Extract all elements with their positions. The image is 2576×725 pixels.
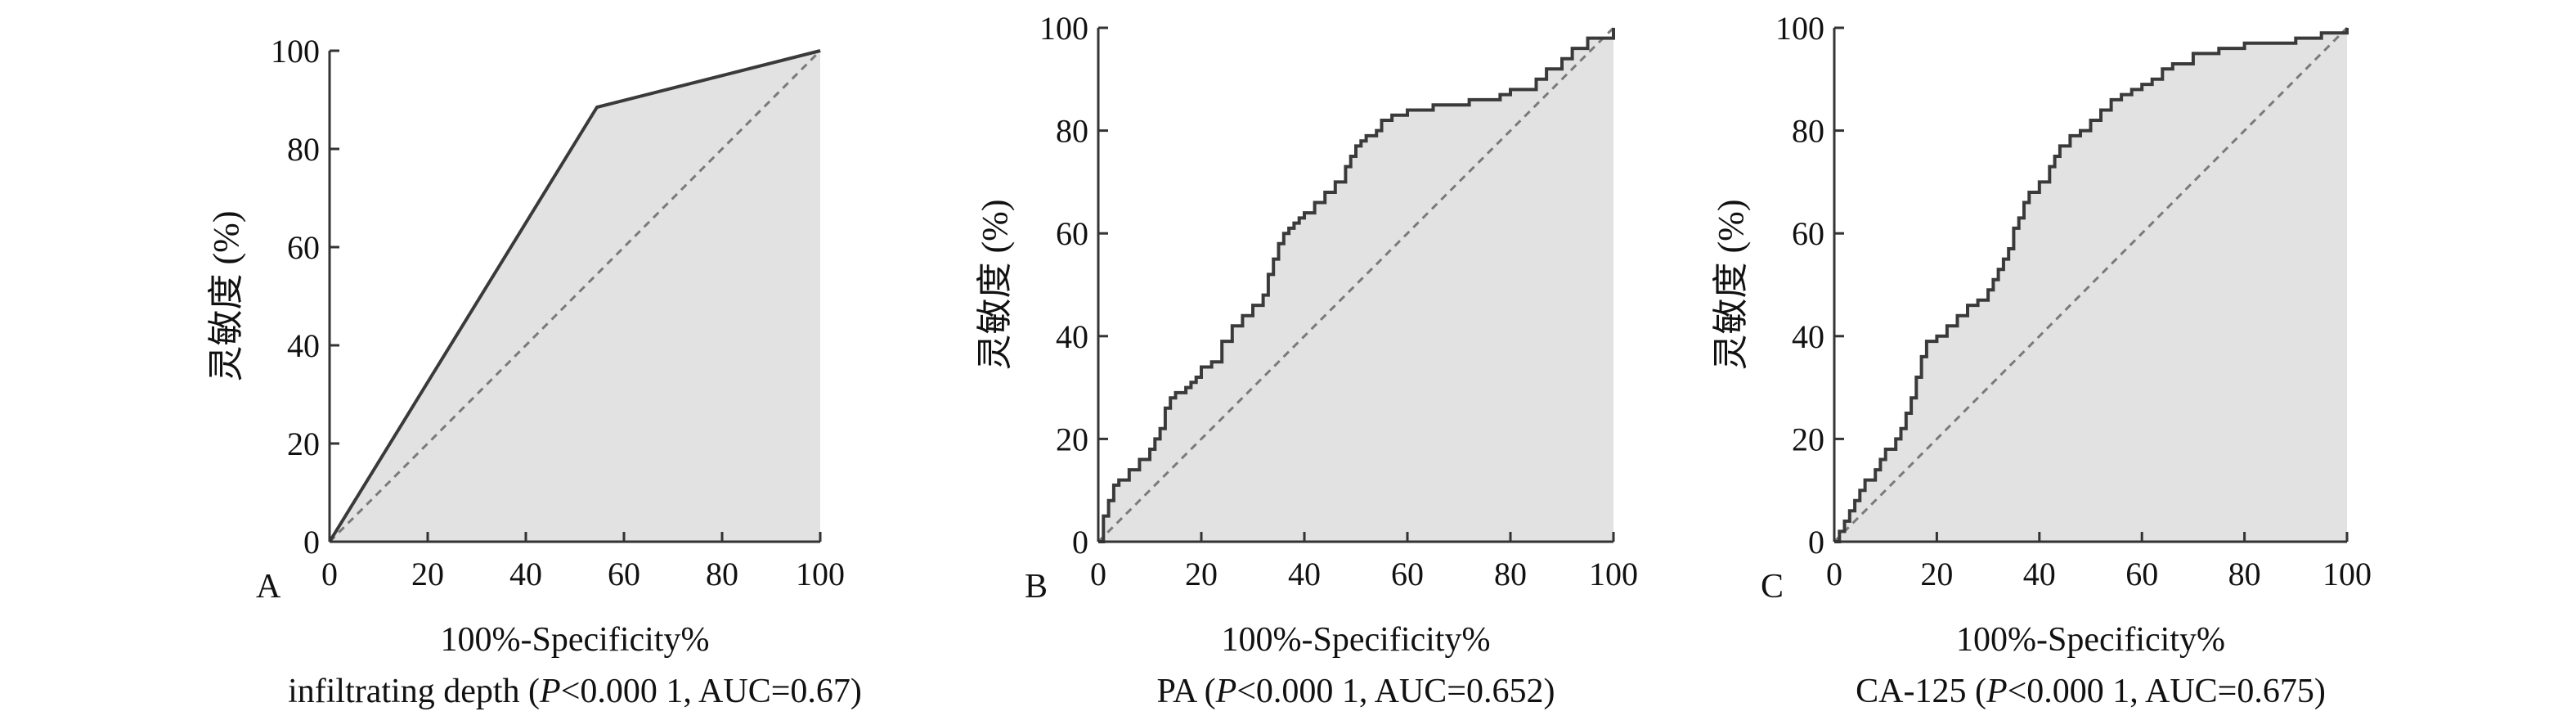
- reference-diagonal: [1097, 26, 1615, 543]
- auc-area: [1834, 28, 2347, 542]
- roc-panel-a: 0 20 40 60 80 100 0 20 40 60 80 100 A 灵敏度 (%) 100%-Spe…: [206, 33, 862, 710]
- x-tick-label: 0: [1090, 556, 1106, 592]
- x-axis-title: 100%-Specificity%: [1956, 621, 2225, 659]
- y-tick-label: 80: [1792, 113, 1824, 150]
- x-tick-label: 80: [2228, 556, 2261, 592]
- panel-caption: PA (P<0.000 1, AUC=0.652): [1157, 673, 1555, 710]
- x-tick-label: 60: [1391, 556, 1424, 592]
- reference-diagonal: [328, 49, 822, 543]
- y-axis-title: 灵敏度 (%): [1711, 200, 1751, 371]
- y-axis-title: 灵敏度 (%): [975, 200, 1015, 371]
- x-tick-label: 100: [796, 556, 845, 592]
- y-tick-label: 60: [1792, 215, 1824, 252]
- auc-area: [1098, 28, 1613, 542]
- panel-label: A: [256, 568, 281, 606]
- roc-curve: [1098, 28, 1615, 543]
- x-tick-label: 40: [2023, 556, 2056, 592]
- x-axis-title: 100%-Specificity%: [441, 621, 710, 659]
- x-tick-label: 40: [509, 556, 542, 592]
- x-tick-label: 80: [1494, 556, 1527, 592]
- panel-label: B: [1025, 568, 1048, 606]
- x-tick-label: 0: [321, 556, 338, 592]
- y-tick-label: 0: [1808, 524, 1824, 561]
- y-tick-label: 0: [303, 524, 320, 561]
- y-tick-label: 20: [287, 426, 320, 462]
- y-tick-label: 40: [1792, 318, 1824, 355]
- roc-panel-b: 0 20 40 60 80 100 0 20 40 60 80 100 B 灵敏度 (%) 100%-Spe…: [975, 10, 1638, 710]
- panel-caption: infiltrating depth (P<0.000 1, AUC=0.67): [288, 673, 862, 710]
- y-tick-label: 100: [1039, 10, 1088, 47]
- panel-caption: CA-125 (P<0.000 1, AUC=0.675): [1856, 673, 2326, 710]
- roc-curve: [1834, 28, 2349, 543]
- y-axis-title: 灵敏度 (%): [206, 211, 246, 382]
- y-tick-label: 80: [1056, 113, 1088, 150]
- y-tick-label: 60: [287, 229, 320, 266]
- y-tick-label: 60: [1056, 215, 1088, 252]
- x-tick-label: 20: [411, 556, 444, 592]
- roc-panel-c: 0 20 40 60 80 100 0 20 40 60 80 100 C 灵敏度 (%) 100%-Spe…: [1711, 10, 2372, 710]
- x-tick-label: 80: [706, 556, 738, 592]
- y-tick-label: 100: [1775, 10, 1824, 47]
- y-tick-label: 20: [1792, 421, 1824, 457]
- x-tick-label: 100: [1589, 556, 1638, 592]
- y-tick-label: 40: [287, 327, 320, 364]
- y-tick-label: 0: [1072, 524, 1088, 561]
- y-tick-label: 20: [1056, 421, 1088, 457]
- x-tick-label: 100: [2322, 556, 2372, 592]
- x-tick-label: 60: [608, 556, 640, 592]
- y-tick-label: 40: [1056, 318, 1088, 355]
- x-tick-label: 20: [1185, 556, 1218, 592]
- panel-label: C: [1761, 568, 1784, 606]
- y-tick-label: 100: [271, 33, 320, 70]
- x-tick-label: 20: [1920, 556, 1953, 592]
- roc-curve: [328, 49, 821, 543]
- y-tick-label: 80: [287, 131, 320, 168]
- x-tick-label: 0: [1826, 556, 1842, 592]
- x-tick-label: 60: [2125, 556, 2158, 592]
- x-tick-label: 40: [1288, 556, 1321, 592]
- x-axis-title: 100%-Specificity%: [1222, 621, 1491, 659]
- reference-diagonal: [1833, 26, 2349, 543]
